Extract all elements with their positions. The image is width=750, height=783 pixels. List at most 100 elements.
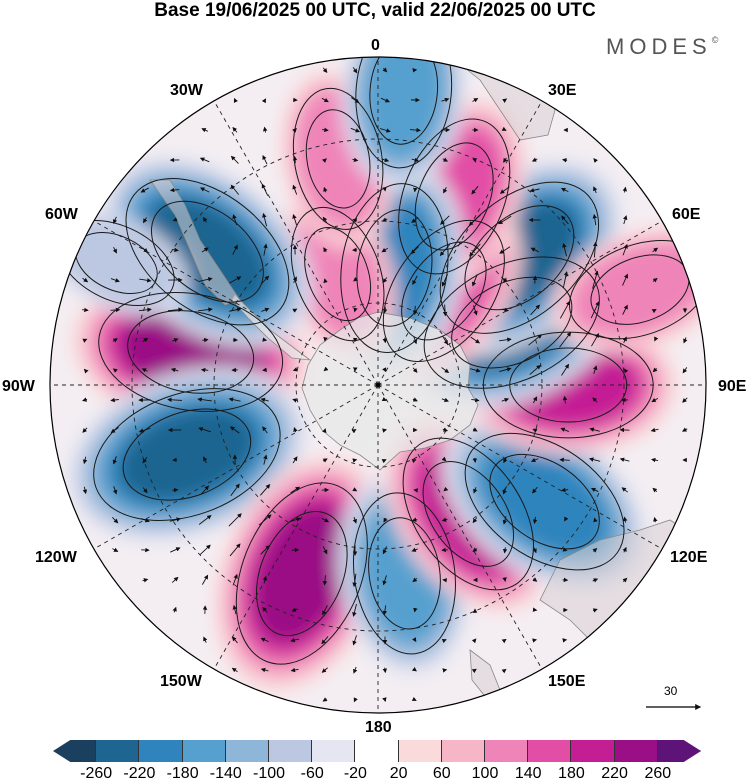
colorbar [53, 740, 702, 762]
wind-vector [443, 187, 448, 194]
colorbar-tick-label: -220 [123, 765, 156, 782]
wind-vector [352, 157, 359, 162]
wind-vector [560, 487, 569, 493]
wind-vector [440, 215, 450, 225]
lon-label-150e: 150E [548, 673, 586, 690]
wind-vector [169, 517, 181, 522]
wind-vector [198, 307, 213, 312]
wind-vector [110, 278, 120, 283]
lon-label-30w: 30W [170, 82, 203, 99]
wind-vector [261, 307, 270, 312]
wind-vector [138, 427, 151, 433]
wind-vector [350, 97, 360, 103]
wind-vector [352, 573, 357, 588]
wind-vector [112, 246, 117, 254]
wind-vector [292, 127, 297, 133]
wind-vector [381, 459, 387, 464]
wind-vector [682, 397, 688, 403]
wind-vector [170, 547, 181, 553]
wind-vector [262, 126, 268, 133]
wind-vector [143, 217, 148, 224]
wind-vector [322, 575, 328, 586]
wind-vector [228, 397, 241, 402]
wind-vector [322, 546, 328, 555]
colorbar-swatch [614, 740, 658, 762]
wind-vector [262, 606, 268, 613]
wind-vector [652, 247, 659, 253]
wind-vector [291, 547, 300, 553]
wind-vector [202, 216, 208, 223]
wind-vector [228, 513, 242, 527]
wind-vector [472, 547, 478, 552]
wind-vector [352, 635, 357, 646]
wind-vector [501, 307, 510, 313]
wind-vector [564, 516, 569, 522]
wind-vector [471, 274, 478, 287]
wind-vector [654, 336, 659, 342]
wind-vector [653, 516, 658, 523]
wind-vector [501, 668, 507, 674]
wind-vector [441, 97, 450, 103]
wind-vector [652, 487, 658, 493]
wind-vector [412, 305, 418, 316]
wind-vector [172, 487, 179, 493]
wind-vector [322, 158, 327, 163]
colorbar-tick-label: 60 [432, 765, 451, 782]
wind-vector [562, 547, 568, 552]
wind-vector [381, 157, 390, 163]
wind-vector [352, 458, 358, 463]
wind-vector [623, 368, 629, 374]
wind-vector [413, 607, 418, 613]
wind-vector [203, 456, 208, 464]
wind-vector [258, 514, 272, 526]
wind-vector [142, 457, 148, 464]
wind-vector [112, 456, 118, 465]
wind-vector [142, 578, 149, 583]
wind-vector [323, 366, 329, 372]
wind-vector [559, 457, 570, 463]
lon-label-90e: 90E [718, 378, 747, 395]
wind-vector [199, 157, 210, 163]
wind-vector [139, 307, 152, 312]
wind-vector [502, 516, 508, 525]
meridian-line [213, 384, 379, 670]
contour [290, 206, 385, 342]
contour [382, 219, 505, 363]
wind-vector [499, 246, 511, 254]
wind-vector [562, 271, 569, 289]
wind-vector [82, 427, 88, 433]
wind-vector [441, 273, 448, 287]
wind-vector [82, 397, 88, 402]
lon-label-0: 0 [371, 37, 380, 54]
wind-vector [501, 126, 507, 131]
wind-vector [353, 697, 358, 703]
latitude-circle [131, 138, 625, 632]
wind-vector [471, 668, 477, 674]
brand-mark: © [711, 34, 719, 45]
wind-vector [590, 487, 599, 493]
wind-vector [382, 667, 388, 674]
wind-vector [82, 277, 89, 283]
wind-vector [290, 637, 299, 643]
wind-vector [472, 517, 478, 524]
wind-vector [619, 457, 630, 462]
wind-vector [167, 397, 182, 403]
wind-vector [140, 187, 149, 193]
wind-vector [171, 247, 179, 253]
contour [304, 226, 371, 322]
wind-vector [230, 155, 239, 164]
colorbar-tick-label: -140 [209, 765, 242, 782]
wind-vector [110, 427, 119, 433]
colorbar-swatch [96, 740, 140, 762]
wind-vector [442, 304, 448, 317]
wind-vector [261, 183, 269, 196]
colorbar-tick-label: 180 [558, 765, 585, 782]
wind-vector [82, 486, 88, 495]
wind-vector [382, 337, 388, 344]
wind-vector [503, 457, 508, 464]
wind-vector [469, 243, 481, 257]
wind-vector [411, 696, 417, 701]
wind-vector [201, 128, 209, 133]
contour [464, 432, 625, 571]
wind-vector [412, 367, 418, 373]
